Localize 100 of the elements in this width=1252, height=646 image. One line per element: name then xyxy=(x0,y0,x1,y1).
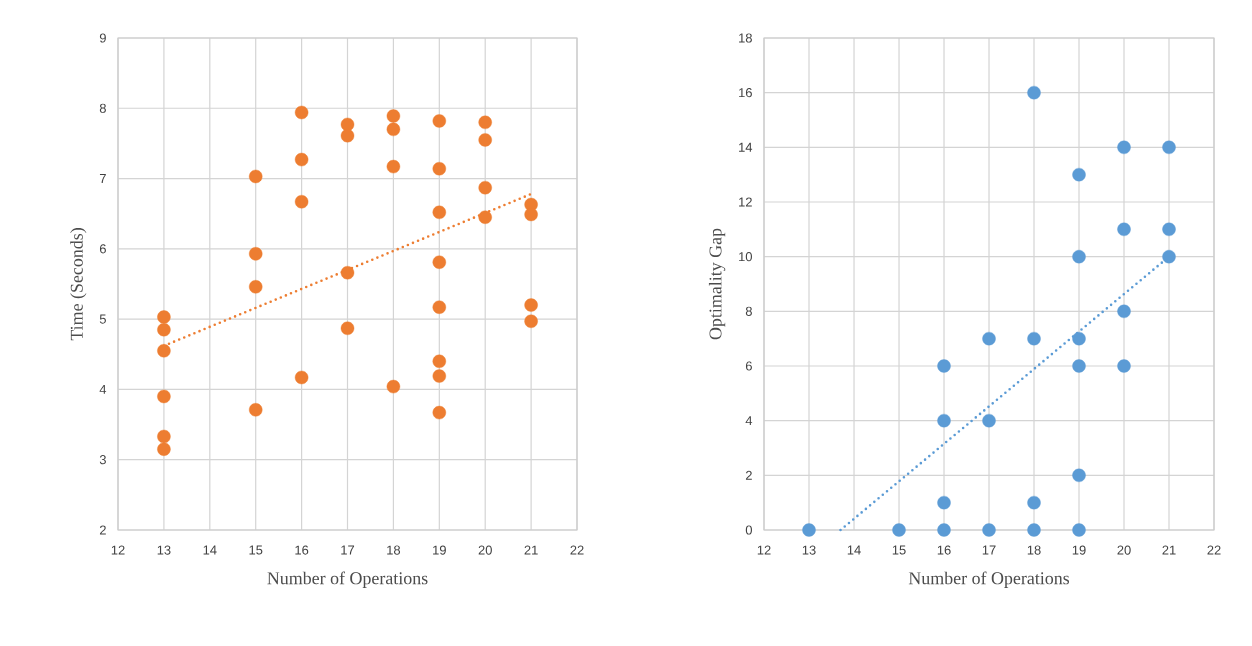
y-tick-label: 6 xyxy=(745,361,752,371)
point xyxy=(294,152,309,167)
x-tick-label: 17 xyxy=(341,545,355,555)
point xyxy=(524,314,538,328)
point xyxy=(157,429,171,444)
y-axis-title: Optimality Gap xyxy=(708,228,726,340)
x-tick-label: 13 xyxy=(157,545,171,555)
point xyxy=(1117,222,1131,237)
y-tick-label: 14 xyxy=(739,142,753,152)
x-tick-label: 18 xyxy=(1027,545,1041,555)
point xyxy=(1162,222,1176,237)
point xyxy=(340,321,355,335)
y-tick-label: 4 xyxy=(99,384,107,394)
y-tick-label: 8 xyxy=(99,103,106,113)
x-tick-label: 12 xyxy=(111,545,125,555)
point xyxy=(249,169,263,184)
x-tick-label: 17 xyxy=(982,545,996,555)
point xyxy=(157,310,171,324)
point xyxy=(1072,523,1086,537)
point xyxy=(1027,85,1041,100)
point xyxy=(937,359,951,373)
point xyxy=(432,255,447,269)
y-tick-label: 9 xyxy=(99,33,106,43)
point xyxy=(432,300,447,314)
point xyxy=(1117,304,1131,319)
point xyxy=(937,523,951,537)
point xyxy=(432,405,447,420)
point xyxy=(386,109,401,123)
point xyxy=(294,195,309,209)
x-tick-label: 16 xyxy=(937,545,951,555)
y-axis-title: Time (Seconds) xyxy=(70,228,87,341)
point xyxy=(340,266,355,280)
point xyxy=(1162,140,1176,155)
point xyxy=(432,162,447,176)
y-tick-label: 16 xyxy=(739,88,752,98)
point xyxy=(478,180,492,195)
y-tick-label: 2 xyxy=(745,470,752,480)
y-tick-label: 7 xyxy=(99,174,106,184)
y-tick-label: 2 xyxy=(99,525,106,535)
y-tick-label: 5 xyxy=(99,314,106,324)
point xyxy=(249,403,263,417)
point xyxy=(432,114,447,128)
point xyxy=(1027,495,1041,510)
point xyxy=(1072,249,1086,264)
x-axis-title: Number of Operations xyxy=(908,571,1070,588)
point xyxy=(1072,167,1086,182)
x-tick-label: 19 xyxy=(1072,545,1086,555)
point xyxy=(157,344,171,358)
point xyxy=(340,128,355,143)
point xyxy=(1117,140,1131,155)
point xyxy=(249,247,263,261)
x-tick-label: 12 xyxy=(757,545,771,555)
point xyxy=(386,122,401,137)
point xyxy=(524,298,538,312)
x-tick-label: 21 xyxy=(524,545,538,555)
point xyxy=(1027,523,1041,537)
point xyxy=(1027,331,1041,346)
x-tick-label: 21 xyxy=(1162,545,1176,555)
y-tick-label: 8 xyxy=(745,306,752,316)
y-tick-label: 4 xyxy=(745,416,753,426)
x-tick-label: 16 xyxy=(295,545,309,555)
point xyxy=(294,370,309,385)
point xyxy=(937,495,951,510)
point xyxy=(340,117,355,132)
y-tick-label: 18 xyxy=(739,33,752,43)
x-tick-label: 22 xyxy=(570,545,584,555)
x-tick-label: 19 xyxy=(433,545,446,555)
point xyxy=(432,354,447,368)
y-tick-label: 6 xyxy=(99,244,106,254)
point xyxy=(478,133,492,147)
point xyxy=(524,207,538,222)
x-tick-label: 14 xyxy=(847,545,861,555)
point xyxy=(937,413,951,428)
x-axis-title: Number of Operations xyxy=(267,571,428,588)
point xyxy=(432,205,447,219)
x-tick-label: 20 xyxy=(478,545,492,555)
point xyxy=(982,331,996,346)
point xyxy=(478,210,492,224)
x-tick-label: 22 xyxy=(1207,545,1221,555)
x-tick-label: 15 xyxy=(249,545,263,555)
point xyxy=(892,523,906,537)
x-tick-label: 14 xyxy=(203,545,217,555)
y-tick-label: 3 xyxy=(99,455,106,465)
point xyxy=(157,322,171,337)
x-tick-label: 13 xyxy=(802,545,816,555)
point xyxy=(157,389,171,404)
point xyxy=(1072,359,1086,373)
y-tick-label: 0 xyxy=(745,525,752,535)
x-tick-label: 18 xyxy=(387,545,401,555)
point xyxy=(982,413,996,428)
point xyxy=(386,159,401,174)
point xyxy=(1072,468,1086,483)
point xyxy=(982,523,996,537)
point xyxy=(294,105,309,120)
point xyxy=(1072,331,1086,346)
y-tick-label: 12 xyxy=(739,197,752,207)
point xyxy=(157,442,171,456)
point xyxy=(1162,249,1176,264)
point xyxy=(386,379,401,394)
x-tick-label: 20 xyxy=(1117,545,1131,555)
